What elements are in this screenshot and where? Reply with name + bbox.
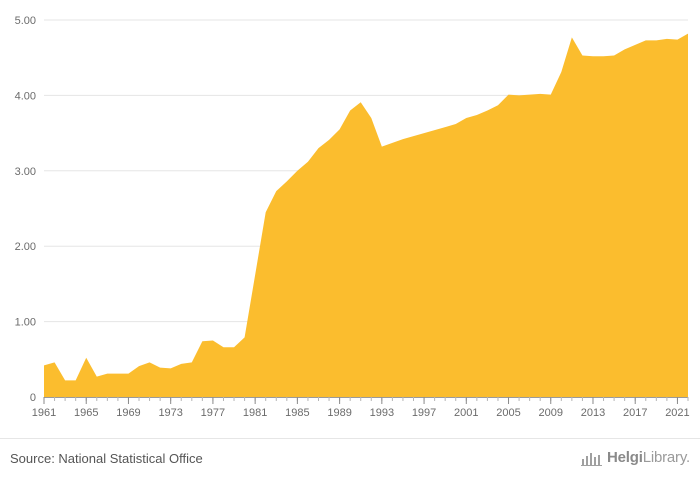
y-tick-label: 5.00	[15, 15, 36, 27]
x-tick-label: 1969	[116, 407, 140, 419]
x-tick-label: 1961	[32, 407, 56, 419]
x-tick-label: 2001	[454, 407, 478, 419]
x-tick-label: 1977	[201, 407, 225, 419]
x-tick-label: 1965	[74, 407, 98, 419]
x-tick-label: 2013	[581, 407, 605, 419]
chart-footer: Source: National Statistical Office Helg…	[0, 438, 700, 484]
x-tick-label: 1981	[243, 407, 267, 419]
bar-chart-icon	[581, 452, 602, 466]
area-series	[44, 33, 688, 397]
y-tick-label: 4.00	[15, 90, 36, 102]
x-tick-label: 1985	[285, 407, 309, 419]
brand-name: HelgiLibrary.	[607, 449, 690, 466]
x-axis: 1961 1965 1969 1973 1977 1981 1985 1989 1993 1997…	[32, 397, 690, 419]
y-tick-label: 1.00	[15, 317, 36, 329]
area-chart: 01.002.003.004.005.00 1961 1965 1969 1973 19…	[15, 15, 690, 419]
x-tick-label: 2009	[539, 407, 563, 419]
y-tick-label: 3.00	[15, 166, 36, 178]
x-tick-label: 2017	[623, 407, 647, 419]
x-tick-label: 1993	[370, 407, 394, 419]
x-tick-label: 1973	[158, 407, 182, 419]
x-tick-label: 2021	[665, 407, 689, 419]
y-tick-label: 0	[30, 392, 36, 404]
x-tick-label: 1997	[412, 407, 436, 419]
brand-logo[interactable]: HelgiLibrary.	[581, 449, 690, 466]
x-tick-label: 1989	[327, 407, 351, 419]
series-area	[44, 33, 688, 397]
y-tick-label: 2.00	[15, 241, 36, 253]
x-tick-label: 2005	[496, 407, 520, 419]
y-axis: 0 1.00 2.00 3.00 4.00 5.00	[15, 15, 36, 404]
source-note: Source: National Statistical Office	[10, 451, 203, 466]
